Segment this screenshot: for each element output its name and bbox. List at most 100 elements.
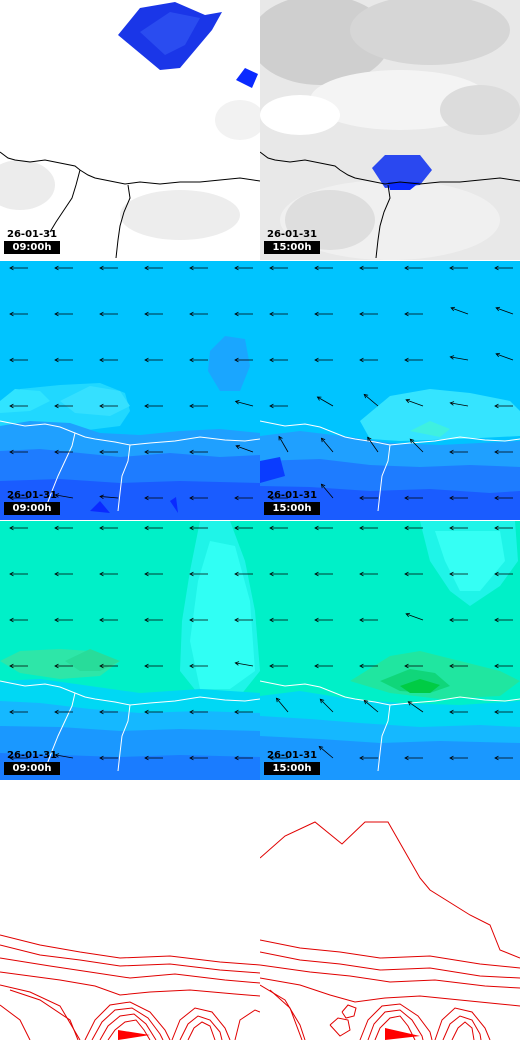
wind-arrow-head <box>494 617 499 623</box>
wind-arrow-head <box>449 401 455 406</box>
wind-arrow-head <box>144 357 149 363</box>
wind-map-a-0900: 26-01-31 09:00h <box>0 261 260 521</box>
wind-arrow-head <box>314 357 319 363</box>
wind-arrow-head <box>99 403 104 409</box>
wind-arrow-head <box>99 449 104 455</box>
wind-arrow-head <box>99 755 104 761</box>
wind-arrow-head <box>9 265 14 271</box>
wind-arrow-head <box>99 311 104 317</box>
wind-arrow-head <box>144 709 149 715</box>
wind-arrow-head <box>494 709 499 715</box>
wind-arrow <box>450 402 469 407</box>
date-label: 26-01-31 <box>267 229 318 240</box>
wind-arrow <box>318 746 334 759</box>
wind-arrow-head <box>407 701 413 706</box>
wind-arrow-head <box>409 438 415 444</box>
wind-arrow-head <box>314 265 319 271</box>
wind-arrow-head <box>359 663 364 669</box>
wind-arrow-head <box>494 265 499 271</box>
wind-arrow <box>100 496 119 499</box>
contour-map-left <box>0 780 260 1040</box>
wind-arrow-head <box>144 525 149 531</box>
timestamp-label: 26-01-31 15:00h <box>264 750 320 775</box>
wind-arrow-head <box>234 661 240 666</box>
wind-map-b-0900: 26-01-31 09:00h <box>0 521 260 781</box>
wind-arrow-head <box>269 403 274 409</box>
wind-arrow-head <box>144 571 149 577</box>
timestamp-label: 26-01-31 15:00h <box>264 490 320 515</box>
wind-arrow-head <box>494 755 499 761</box>
wind-arrow-head <box>9 357 14 363</box>
wind-arrow-head <box>54 663 59 669</box>
wind-arrow <box>321 437 334 453</box>
wind-arrow-head <box>449 449 454 455</box>
wind-arrow-head <box>278 435 283 441</box>
wind-arrow-head <box>494 571 499 577</box>
wind-arrow-head <box>449 709 454 715</box>
wind-arrow-head <box>269 755 274 761</box>
hour-label: 09:00h <box>4 762 60 775</box>
wind-arrow-head <box>269 265 274 271</box>
wind-map-a-1500: 26-01-31 15:00h <box>260 261 520 521</box>
wind-arrow-head <box>189 495 194 501</box>
wind-arrow <box>276 697 289 713</box>
wind-arrow-head <box>9 617 14 623</box>
contour-map-right <box>260 780 520 1040</box>
wind-arrow-head <box>359 617 364 623</box>
wind-arrow-head <box>144 449 149 455</box>
wind-arrow-head <box>314 311 319 317</box>
wind-arrow-head <box>320 483 326 489</box>
wind-arrow <box>405 399 424 407</box>
wind-arrow-head <box>316 396 322 401</box>
wind-arrow-head <box>495 352 501 358</box>
wind-arrow-head <box>359 311 364 317</box>
wind-arrow <box>363 394 379 407</box>
wind-arrow-head <box>269 357 274 363</box>
wind-arrow-head <box>9 709 14 715</box>
wind-arrow <box>409 438 424 453</box>
hour-label: 09:00h <box>4 502 60 515</box>
hour-label: 09:00h <box>4 241 60 254</box>
wind-arrow <box>235 662 254 667</box>
wind-arrow-head <box>404 663 409 669</box>
wind-arrow-head <box>9 311 14 317</box>
wind-arrow-head <box>99 617 104 623</box>
wind-arrow-head <box>189 403 194 409</box>
wind-arrow-head <box>319 698 325 704</box>
wind-arrow-head <box>494 403 499 409</box>
wind-arrow-head <box>189 311 194 317</box>
wind-arrow-head <box>404 495 409 501</box>
wind-arrow-head <box>269 495 274 501</box>
wind-arrow-head <box>495 306 501 312</box>
wind-arrow-head <box>99 571 104 577</box>
timestamp-label: 26-01-31 15:00h <box>264 229 320 254</box>
wind-arrow-head <box>450 306 456 312</box>
wind-arrow-head <box>189 709 194 715</box>
wind-arrow <box>55 754 74 759</box>
wind-arrow <box>235 400 254 407</box>
wind-arrow-head <box>54 753 60 758</box>
wind-arrow-head <box>99 494 104 499</box>
wind-arrow-head <box>449 755 454 761</box>
wind-arrow-head <box>314 617 319 623</box>
wind-arrow-head <box>404 525 409 531</box>
wind-arrow-head <box>99 357 104 363</box>
wind-arrow-head <box>9 449 14 455</box>
wind-arrow <box>450 356 469 361</box>
wind-arrow <box>450 307 469 315</box>
wind-arrow-head <box>9 525 14 531</box>
wind-arrow-head <box>363 699 369 705</box>
wind-arrow-head <box>54 571 59 577</box>
wind-arrow-head <box>367 436 372 442</box>
wind-arrow-head <box>359 525 364 531</box>
wind-arrow-head <box>269 311 274 317</box>
wind-arrow-head <box>189 663 194 669</box>
wind-arrow-head <box>54 709 59 715</box>
wind-arrow-head <box>404 357 409 363</box>
wind-arrow <box>278 436 289 453</box>
wind-arrow-head <box>449 495 454 501</box>
wind-arrow-head <box>234 400 240 405</box>
wind-arrow-head <box>405 612 411 618</box>
cloud-map-1500: 26-01-31 15:00h <box>260 0 520 260</box>
wind-arrow-head <box>234 495 239 501</box>
